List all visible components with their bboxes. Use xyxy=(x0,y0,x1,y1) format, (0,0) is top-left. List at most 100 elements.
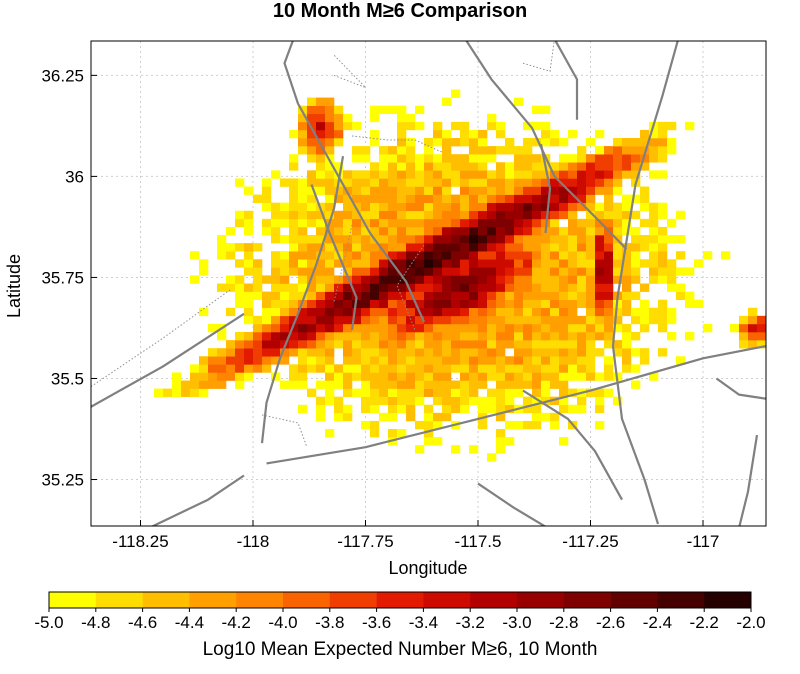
heatmap-cell xyxy=(325,267,335,276)
heatmap-cell xyxy=(379,332,389,341)
colorbar-segment xyxy=(610,592,658,608)
heatmap-cell xyxy=(658,170,668,179)
heatmap-cell xyxy=(361,332,371,341)
heatmap-cell xyxy=(352,332,362,341)
heatmap-cell xyxy=(559,259,569,268)
heatmap-cell xyxy=(640,202,650,212)
heatmap-cell xyxy=(370,178,380,187)
heatmap-cell xyxy=(451,210,461,220)
heatmap-cell xyxy=(442,404,452,414)
fault-trace xyxy=(91,312,245,408)
heatmap-cell xyxy=(541,388,551,397)
heatmap-cell xyxy=(244,243,254,252)
heatmap-cell xyxy=(433,243,443,252)
heatmap-cell xyxy=(217,364,227,373)
heatmap-cell xyxy=(226,340,236,349)
heatmap-cell xyxy=(433,202,443,212)
heatmap-cell xyxy=(568,251,578,260)
heatmap-cell xyxy=(496,226,506,236)
heatmap-cell xyxy=(505,178,515,187)
heatmap-cell xyxy=(514,315,524,325)
heatmap-cell xyxy=(397,267,407,276)
heatmap-cell xyxy=(649,154,659,163)
heatmap-cell xyxy=(667,235,677,244)
heatmap-cell xyxy=(451,194,461,203)
heatmap-cell xyxy=(406,194,416,203)
heatmap-cell xyxy=(487,202,497,212)
heatmap-cell xyxy=(307,332,317,341)
heatmap-cell xyxy=(559,332,569,341)
heatmap-cell xyxy=(568,186,578,195)
heatmap-cell xyxy=(631,210,641,220)
heatmap-cell xyxy=(388,372,398,381)
heatmap-cell xyxy=(370,307,380,317)
heatmap-cell xyxy=(379,340,389,349)
heatmap-cell xyxy=(388,412,398,422)
heatmap-cell xyxy=(505,267,515,276)
heatmap-cell xyxy=(334,364,344,373)
heatmap-cell xyxy=(361,154,371,163)
heatmap-cell xyxy=(649,146,659,155)
heatmap-cell xyxy=(604,307,614,317)
heatmap-cell xyxy=(577,146,587,155)
heatmap-cell xyxy=(217,380,227,389)
fault-trace xyxy=(477,482,547,526)
heatmap-cell xyxy=(586,218,596,228)
heatmap-cell xyxy=(577,162,587,171)
heatmap-cell xyxy=(577,348,587,357)
heatmap-cell xyxy=(469,291,479,300)
heatmap-cell xyxy=(217,251,227,260)
heatmap-cell xyxy=(604,283,614,292)
heatmap-cell xyxy=(424,154,434,163)
heatmap-cell xyxy=(271,299,281,309)
heatmap-cell xyxy=(559,372,569,381)
heatmap-cell xyxy=(649,275,659,284)
colorbar-segment xyxy=(657,592,705,608)
heatmap-cell xyxy=(316,186,326,195)
heatmap-cell xyxy=(406,162,416,171)
heatmap-cell xyxy=(316,348,326,357)
heatmap-cell xyxy=(379,372,389,381)
heatmap-cell xyxy=(343,121,353,131)
heatmap-cell xyxy=(415,283,425,292)
heatmap-cell xyxy=(496,332,506,341)
heatmap-cell xyxy=(595,372,605,381)
heatmap-cell xyxy=(433,307,443,317)
heatmap-cell xyxy=(415,323,425,333)
heatmap-cell xyxy=(514,218,524,228)
heatmap-cell xyxy=(442,372,452,381)
colorbar-tick-label: -2.2 xyxy=(690,613,719,632)
heatmap-cell xyxy=(325,340,335,349)
heatmap-cell xyxy=(514,202,524,212)
heatmap-cell xyxy=(199,380,209,389)
colorbar-segment xyxy=(470,592,518,608)
heatmap-cell xyxy=(577,202,587,212)
heatmap-cell xyxy=(433,138,443,147)
colorbar-segment xyxy=(329,592,377,608)
heatmap-cell xyxy=(460,332,470,341)
heatmap-cell xyxy=(298,307,308,317)
heatmap-cell xyxy=(577,364,587,373)
heatmap-cell xyxy=(523,299,533,309)
heatmap-cell xyxy=(379,210,389,220)
heatmap-cell xyxy=(586,162,596,171)
heatmap-cell xyxy=(496,129,506,139)
heatmap-cell xyxy=(379,226,389,236)
heatmap-cell xyxy=(361,243,371,252)
heatmap-cell xyxy=(631,307,641,317)
fault-trace xyxy=(283,41,426,323)
heatmap-cell xyxy=(586,291,596,300)
heatmap-cell xyxy=(568,235,578,244)
heatmap-cell xyxy=(586,194,596,203)
heatmap-cell xyxy=(604,388,614,397)
heatmap-cell xyxy=(658,299,668,309)
heatmap-cell xyxy=(469,364,479,373)
heatmap-cell xyxy=(307,194,317,203)
heatmap-cell xyxy=(523,283,533,292)
heatmap-cell xyxy=(667,315,677,325)
heatmap-cell xyxy=(640,243,650,252)
heatmap-cell xyxy=(748,340,758,349)
heatmap-cell xyxy=(505,364,515,373)
heatmap-cell xyxy=(460,210,470,220)
heatmap-cell xyxy=(496,275,506,284)
